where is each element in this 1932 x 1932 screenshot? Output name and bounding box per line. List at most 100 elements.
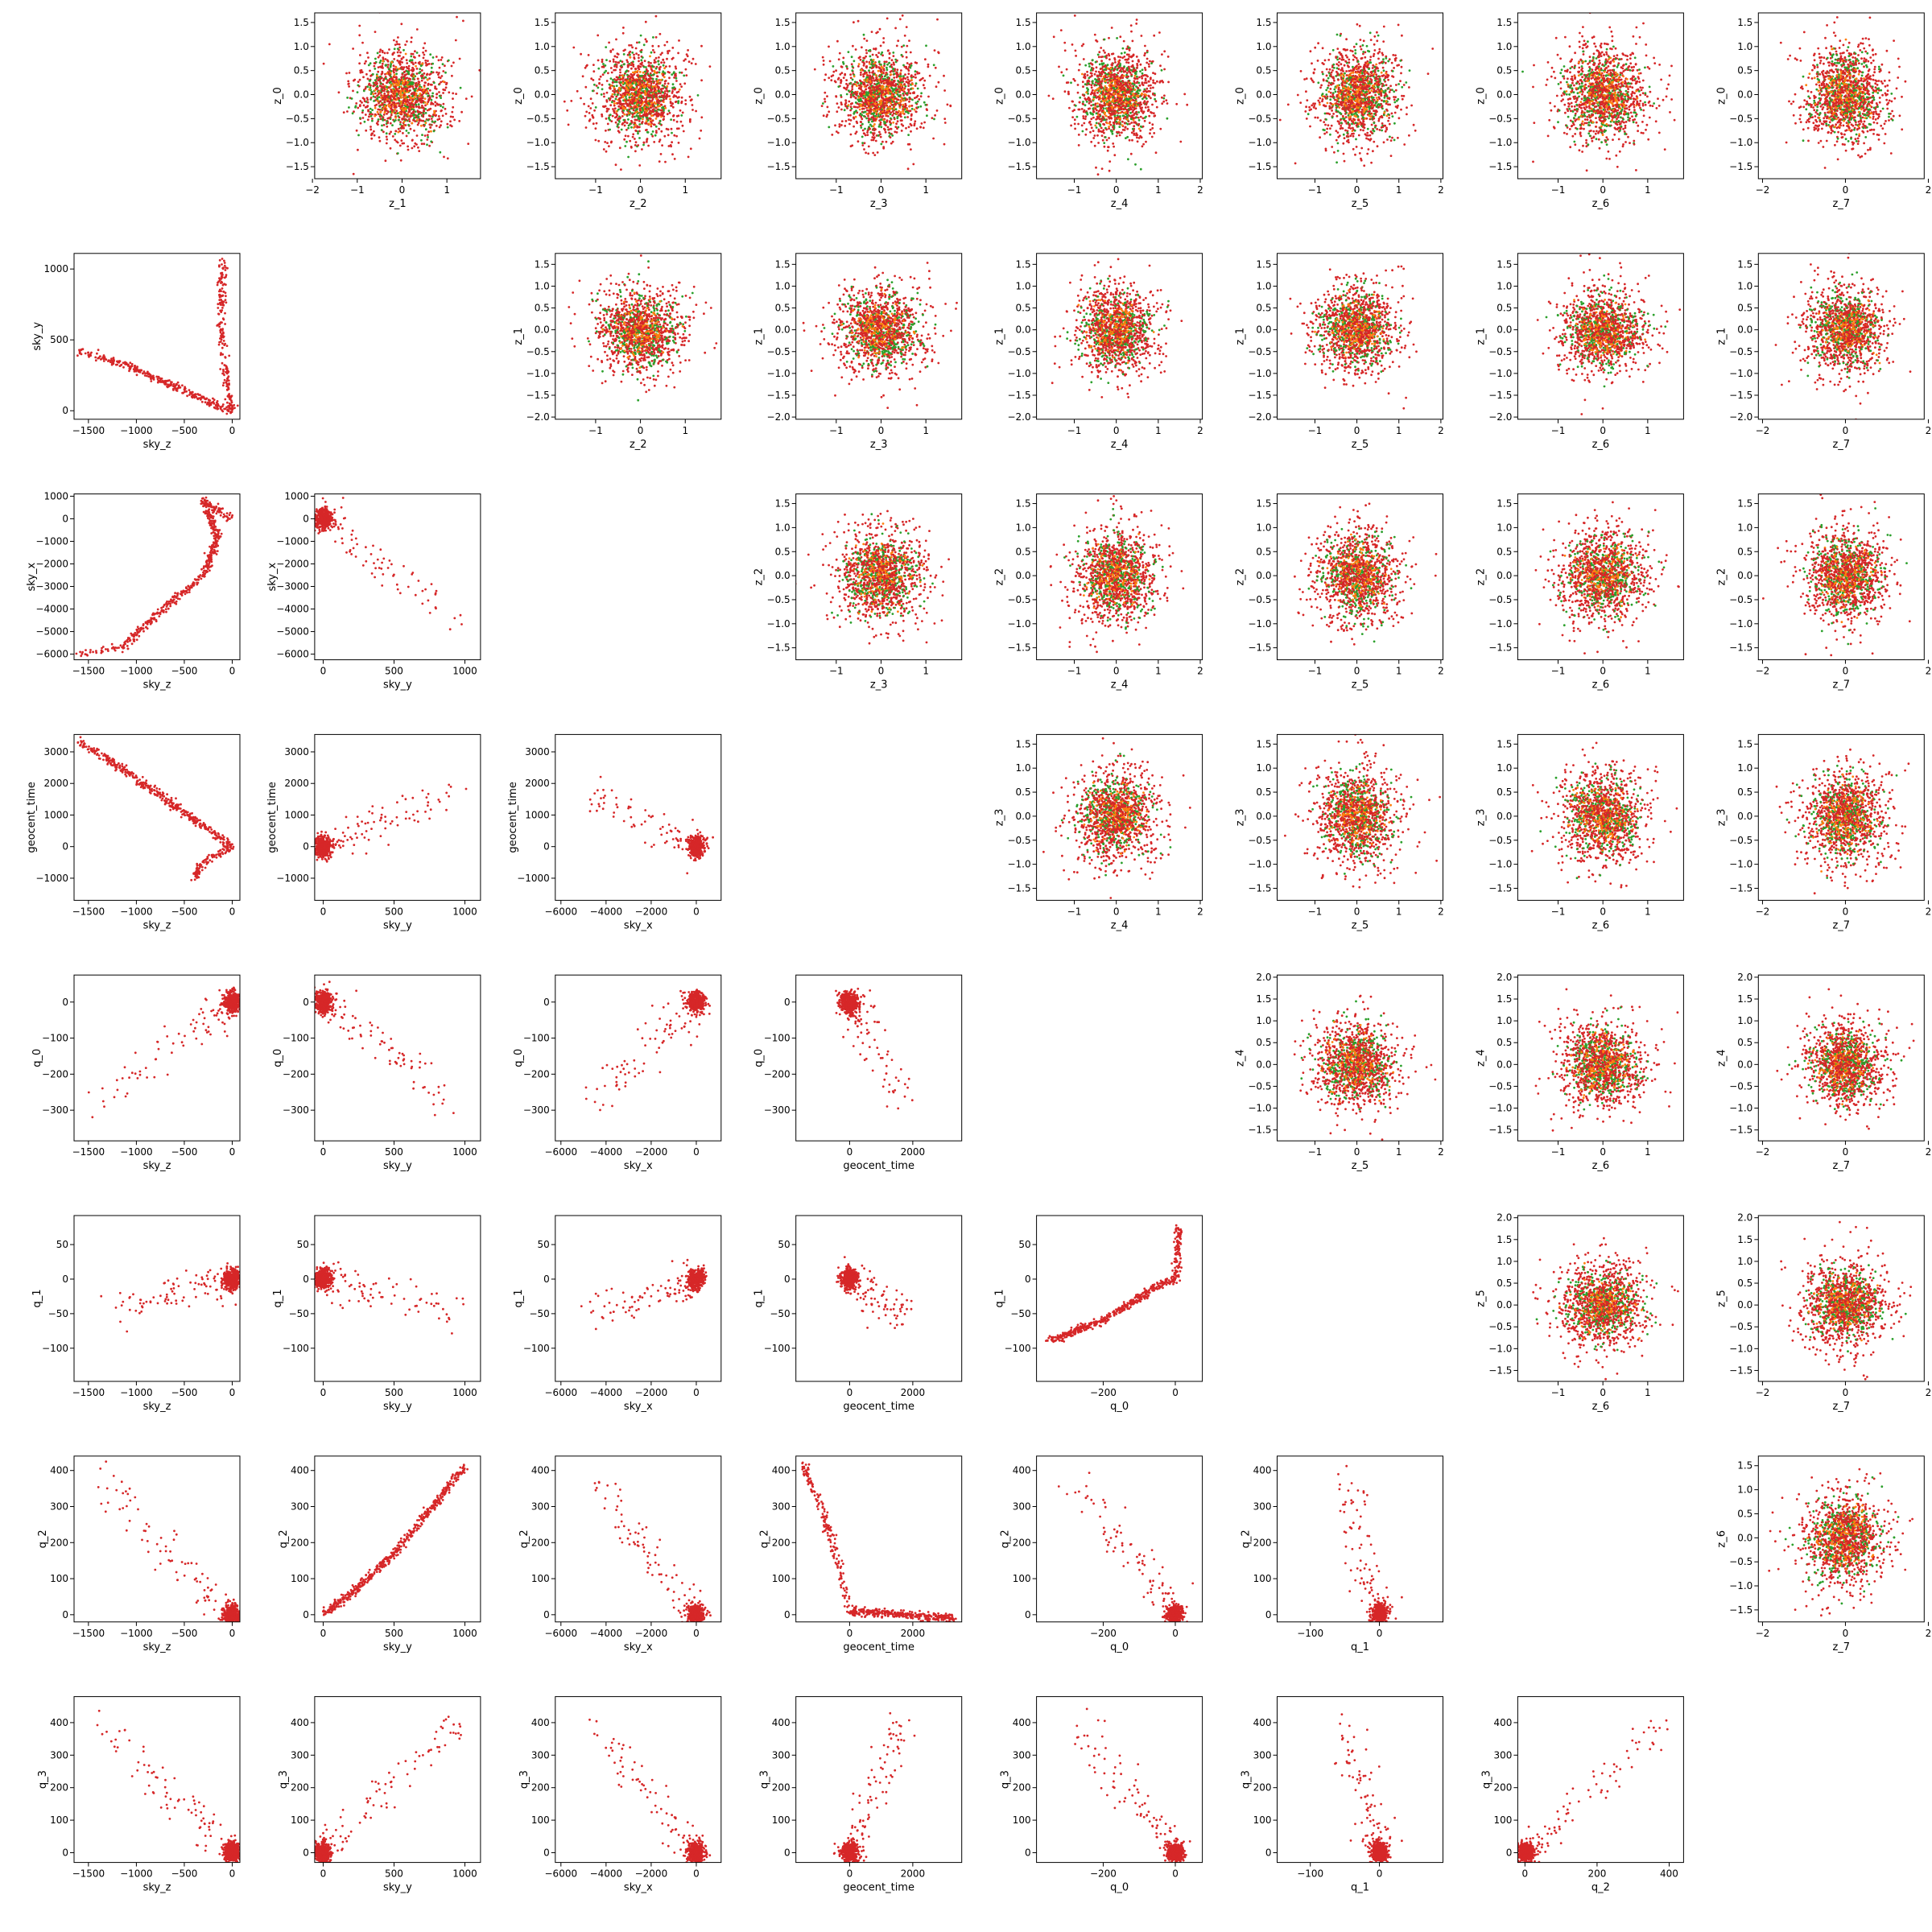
scatter-point — [1147, 63, 1150, 65]
scatter-point — [883, 129, 886, 131]
scatter-point — [911, 83, 914, 85]
scatter-point — [1051, 97, 1055, 100]
scatter-point — [897, 73, 899, 76]
scatter-point — [1183, 93, 1187, 96]
scatter-point — [828, 60, 832, 63]
scatter-point — [1130, 131, 1133, 134]
scatter-point — [418, 99, 421, 102]
scatter-point — [627, 79, 630, 82]
scatter-point — [622, 118, 625, 122]
scatter-point — [402, 120, 406, 123]
scatter-point — [920, 122, 923, 125]
scatter-point — [369, 74, 372, 77]
scatter-point — [852, 112, 856, 115]
scatter-point — [894, 102, 897, 105]
scatter-point — [439, 151, 442, 154]
scatter-point — [624, 72, 626, 75]
scatter-point — [437, 59, 440, 62]
scatter-point — [905, 126, 907, 130]
scatter-point — [1136, 63, 1138, 65]
scatter-point — [628, 93, 630, 97]
scatter-point — [383, 118, 386, 122]
scatter-point — [1136, 136, 1138, 139]
scatter-point — [629, 86, 632, 89]
scatter-point — [663, 92, 667, 95]
scatter-point — [872, 125, 875, 128]
scatter-point — [897, 39, 900, 43]
scatter-point — [840, 108, 843, 111]
scatter-point — [369, 86, 372, 89]
panel-z_0-vs-z_2: −1 0 1−1.5−1.0−0.50.00.51.01.5z_2z_0 — [513, 12, 722, 210]
scatter-point — [361, 97, 365, 100]
scatter-point — [1088, 120, 1092, 123]
scatter-point — [865, 49, 868, 52]
scatter-point — [594, 138, 597, 142]
scatter-point — [877, 60, 881, 63]
scatter-point — [369, 93, 373, 96]
scatter-point — [862, 59, 865, 62]
scatter-point — [386, 52, 389, 55]
scatter-point — [1077, 144, 1080, 147]
scatter-point — [622, 92, 625, 95]
scatter-point — [625, 59, 629, 62]
scatter-point — [1137, 137, 1141, 139]
scatter-point — [680, 96, 683, 99]
scatter-point — [881, 140, 884, 143]
scatter-point — [870, 97, 873, 100]
scatter-point — [1112, 142, 1115, 145]
scatter-point — [650, 82, 653, 85]
scatter-point — [432, 114, 435, 117]
scatter-point — [859, 79, 861, 82]
scatter-point — [427, 94, 430, 97]
scatter-point — [915, 127, 919, 130]
scatter-point — [672, 114, 675, 118]
scatter-point — [685, 53, 688, 56]
scatter-point — [694, 63, 697, 65]
scatter-point — [366, 118, 369, 122]
scatter-point — [396, 47, 399, 50]
scatter-point — [627, 104, 630, 107]
scatter-point — [423, 42, 427, 45]
scatter-point — [373, 130, 375, 133]
scatter-point — [663, 134, 667, 138]
scatter-point — [397, 97, 400, 99]
scatter-point — [615, 76, 618, 79]
scatter-point — [691, 104, 694, 106]
scatter-point — [640, 85, 643, 88]
scatter-point — [873, 132, 876, 134]
scatter-point — [893, 100, 895, 103]
scatter-point — [1135, 23, 1138, 25]
scatter-point — [675, 72, 677, 76]
scatter-point — [866, 134, 869, 137]
scatter-point — [881, 75, 884, 78]
scatter-point — [840, 103, 843, 106]
scatter-point — [396, 152, 399, 155]
scatter-point — [857, 140, 860, 143]
scatter-point — [844, 120, 848, 122]
scatter-point — [1133, 121, 1136, 124]
scatter-point — [435, 114, 437, 117]
scatter-point — [1090, 126, 1093, 130]
scatter-point — [911, 87, 914, 90]
scatter-point — [423, 72, 426, 75]
scatter-point — [373, 100, 375, 102]
scatter-point — [668, 65, 671, 68]
y-tick-label: 0.5 — [775, 65, 791, 76]
scatter-point — [1161, 53, 1163, 56]
scatter-point — [933, 49, 936, 52]
scatter-point — [834, 124, 836, 127]
scatter-point — [614, 60, 617, 64]
scatter-point — [873, 47, 875, 51]
scatter-point — [904, 105, 906, 109]
scatter-point — [851, 88, 854, 91]
scatter-point — [413, 93, 415, 97]
scatter-point — [366, 101, 369, 104]
scatter-point — [386, 79, 389, 81]
scatter-point — [392, 82, 395, 85]
scatter-point — [414, 120, 417, 123]
scatter-point — [914, 73, 917, 76]
scatter-point — [894, 126, 898, 129]
scatter-point — [657, 45, 660, 47]
scatter-point — [623, 63, 625, 66]
